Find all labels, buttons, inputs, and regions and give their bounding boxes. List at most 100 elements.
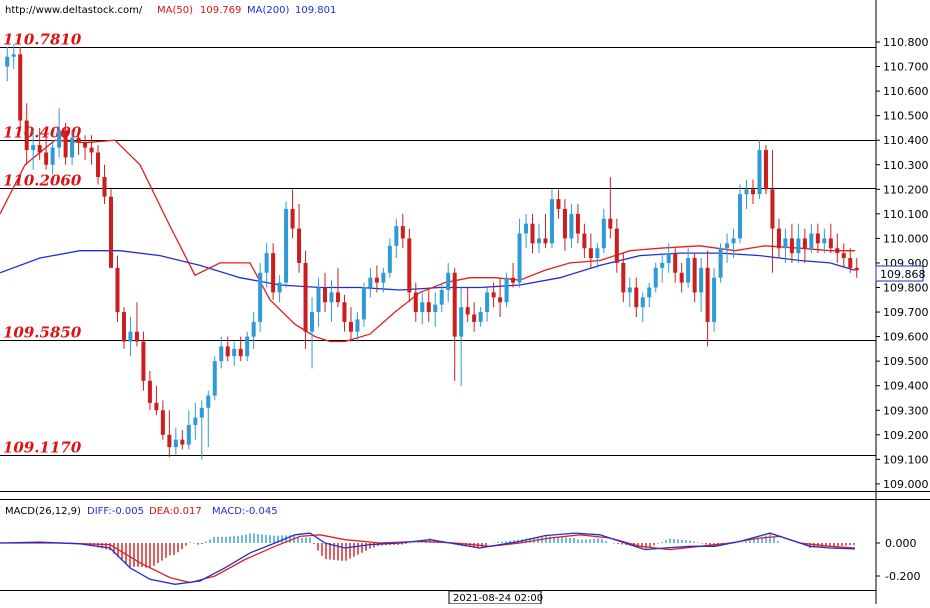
price-tick-label: 109.700 bbox=[883, 306, 929, 319]
candle-body bbox=[686, 258, 691, 283]
candle-body bbox=[809, 233, 814, 249]
candle-body bbox=[361, 287, 366, 320]
candle-body bbox=[258, 272, 263, 322]
candle-body bbox=[822, 238, 827, 244]
candle-body bbox=[290, 208, 295, 229]
candle-body bbox=[588, 248, 593, 259]
candle-body bbox=[627, 287, 632, 293]
candle-body bbox=[50, 147, 55, 165]
candle-body bbox=[128, 331, 133, 342]
candle-body bbox=[245, 336, 250, 357]
candle-body bbox=[5, 56, 10, 67]
price-tick-label: 109.800 bbox=[883, 282, 929, 295]
candle-body bbox=[160, 410, 165, 435]
price-tick-label: 110.400 bbox=[883, 134, 929, 147]
candle-body bbox=[653, 267, 658, 288]
candle-body bbox=[89, 147, 94, 153]
macd-dea-value: DEA:0.017 bbox=[149, 506, 202, 517]
candle-body bbox=[433, 304, 438, 313]
candle-body bbox=[718, 248, 723, 278]
price-tick-label: 109.300 bbox=[883, 404, 929, 417]
candle-body bbox=[504, 277, 509, 303]
candle-body bbox=[699, 267, 704, 293]
candle-body bbox=[536, 238, 542, 244]
candle-body bbox=[634, 287, 639, 308]
candle-body bbox=[562, 208, 567, 239]
candle-body bbox=[472, 314, 477, 322]
level-label: 110.4000 bbox=[3, 124, 82, 142]
price-tick-label: 110.300 bbox=[883, 159, 929, 172]
candle-body bbox=[498, 297, 503, 303]
price-tick-label: 110.800 bbox=[883, 36, 929, 49]
candle-body bbox=[173, 439, 178, 448]
time-cursor-label: 2021-08-24 02:00 bbox=[453, 593, 543, 604]
candle-body bbox=[413, 292, 418, 313]
candlestick-series bbox=[5, 44, 859, 460]
candle-body bbox=[660, 262, 665, 268]
site-label: http://www.deltastock.com/ bbox=[5, 5, 143, 16]
level-label: 109.1170 bbox=[3, 439, 82, 457]
support-resistance-levels: 110.7810 110.4000 110.2060 109.5850 109.1170 bbox=[0, 31, 876, 457]
price-tick-label: 109.500 bbox=[883, 355, 929, 368]
candle-body bbox=[452, 272, 457, 337]
candle-body bbox=[342, 302, 347, 322]
candle-body bbox=[439, 289, 444, 305]
price-tick-label: 110.000 bbox=[883, 232, 929, 245]
candle-body bbox=[335, 292, 340, 303]
candle-body bbox=[738, 194, 743, 239]
candle-body bbox=[679, 272, 684, 283]
current-price-label: 109.868 bbox=[880, 268, 926, 281]
candle-body bbox=[374, 277, 379, 283]
candle-body bbox=[57, 130, 62, 148]
macd-title: MACD(26,12,9) bbox=[5, 506, 81, 517]
candle-body bbox=[277, 282, 282, 293]
candle-body bbox=[802, 238, 807, 249]
candle-body bbox=[368, 277, 373, 288]
candle-body bbox=[303, 262, 308, 332]
candle-body bbox=[705, 267, 710, 322]
candle-body bbox=[725, 243, 730, 249]
candle-body bbox=[614, 228, 619, 263]
candle-body bbox=[815, 233, 820, 244]
candle-body bbox=[841, 253, 846, 259]
candle-body bbox=[744, 189, 749, 195]
ma50-value: 109.769 bbox=[200, 5, 241, 16]
candle-body bbox=[11, 54, 16, 57]
candle-body bbox=[31, 145, 36, 151]
candle-body bbox=[316, 287, 321, 313]
candle-body bbox=[407, 238, 412, 293]
candle-body bbox=[322, 287, 328, 303]
candle-body bbox=[394, 226, 399, 246]
candle-body bbox=[37, 145, 42, 153]
price-tick-label: 110.200 bbox=[883, 183, 929, 196]
level-label: 110.2060 bbox=[3, 172, 82, 190]
candle-body bbox=[491, 292, 496, 298]
candle-body bbox=[348, 321, 353, 332]
candle-body bbox=[712, 277, 717, 322]
price-tick-label: 109.100 bbox=[883, 453, 929, 466]
candle-body bbox=[426, 302, 431, 313]
candle-body bbox=[465, 307, 470, 315]
price-tick-label: 109.400 bbox=[883, 380, 929, 393]
candle-body bbox=[238, 348, 243, 357]
candle-body bbox=[459, 307, 464, 337]
candle-body bbox=[232, 348, 237, 357]
candle-body bbox=[485, 292, 490, 313]
candle-body bbox=[24, 120, 29, 151]
candle-body bbox=[180, 439, 185, 445]
candle-body bbox=[83, 142, 88, 148]
price-tick-label: 110.100 bbox=[883, 208, 929, 221]
candle-body bbox=[582, 233, 587, 249]
candle-body bbox=[692, 258, 697, 293]
candle-body bbox=[595, 248, 600, 259]
candle-body bbox=[575, 213, 580, 234]
candle-body bbox=[776, 228, 781, 249]
candle-body bbox=[96, 152, 101, 178]
candle-body bbox=[621, 262, 626, 293]
candle-body bbox=[400, 226, 405, 239]
macd-hist-value: MACD:-0.045 bbox=[212, 506, 278, 517]
candle-body bbox=[193, 417, 198, 425]
candle-body bbox=[789, 238, 794, 254]
